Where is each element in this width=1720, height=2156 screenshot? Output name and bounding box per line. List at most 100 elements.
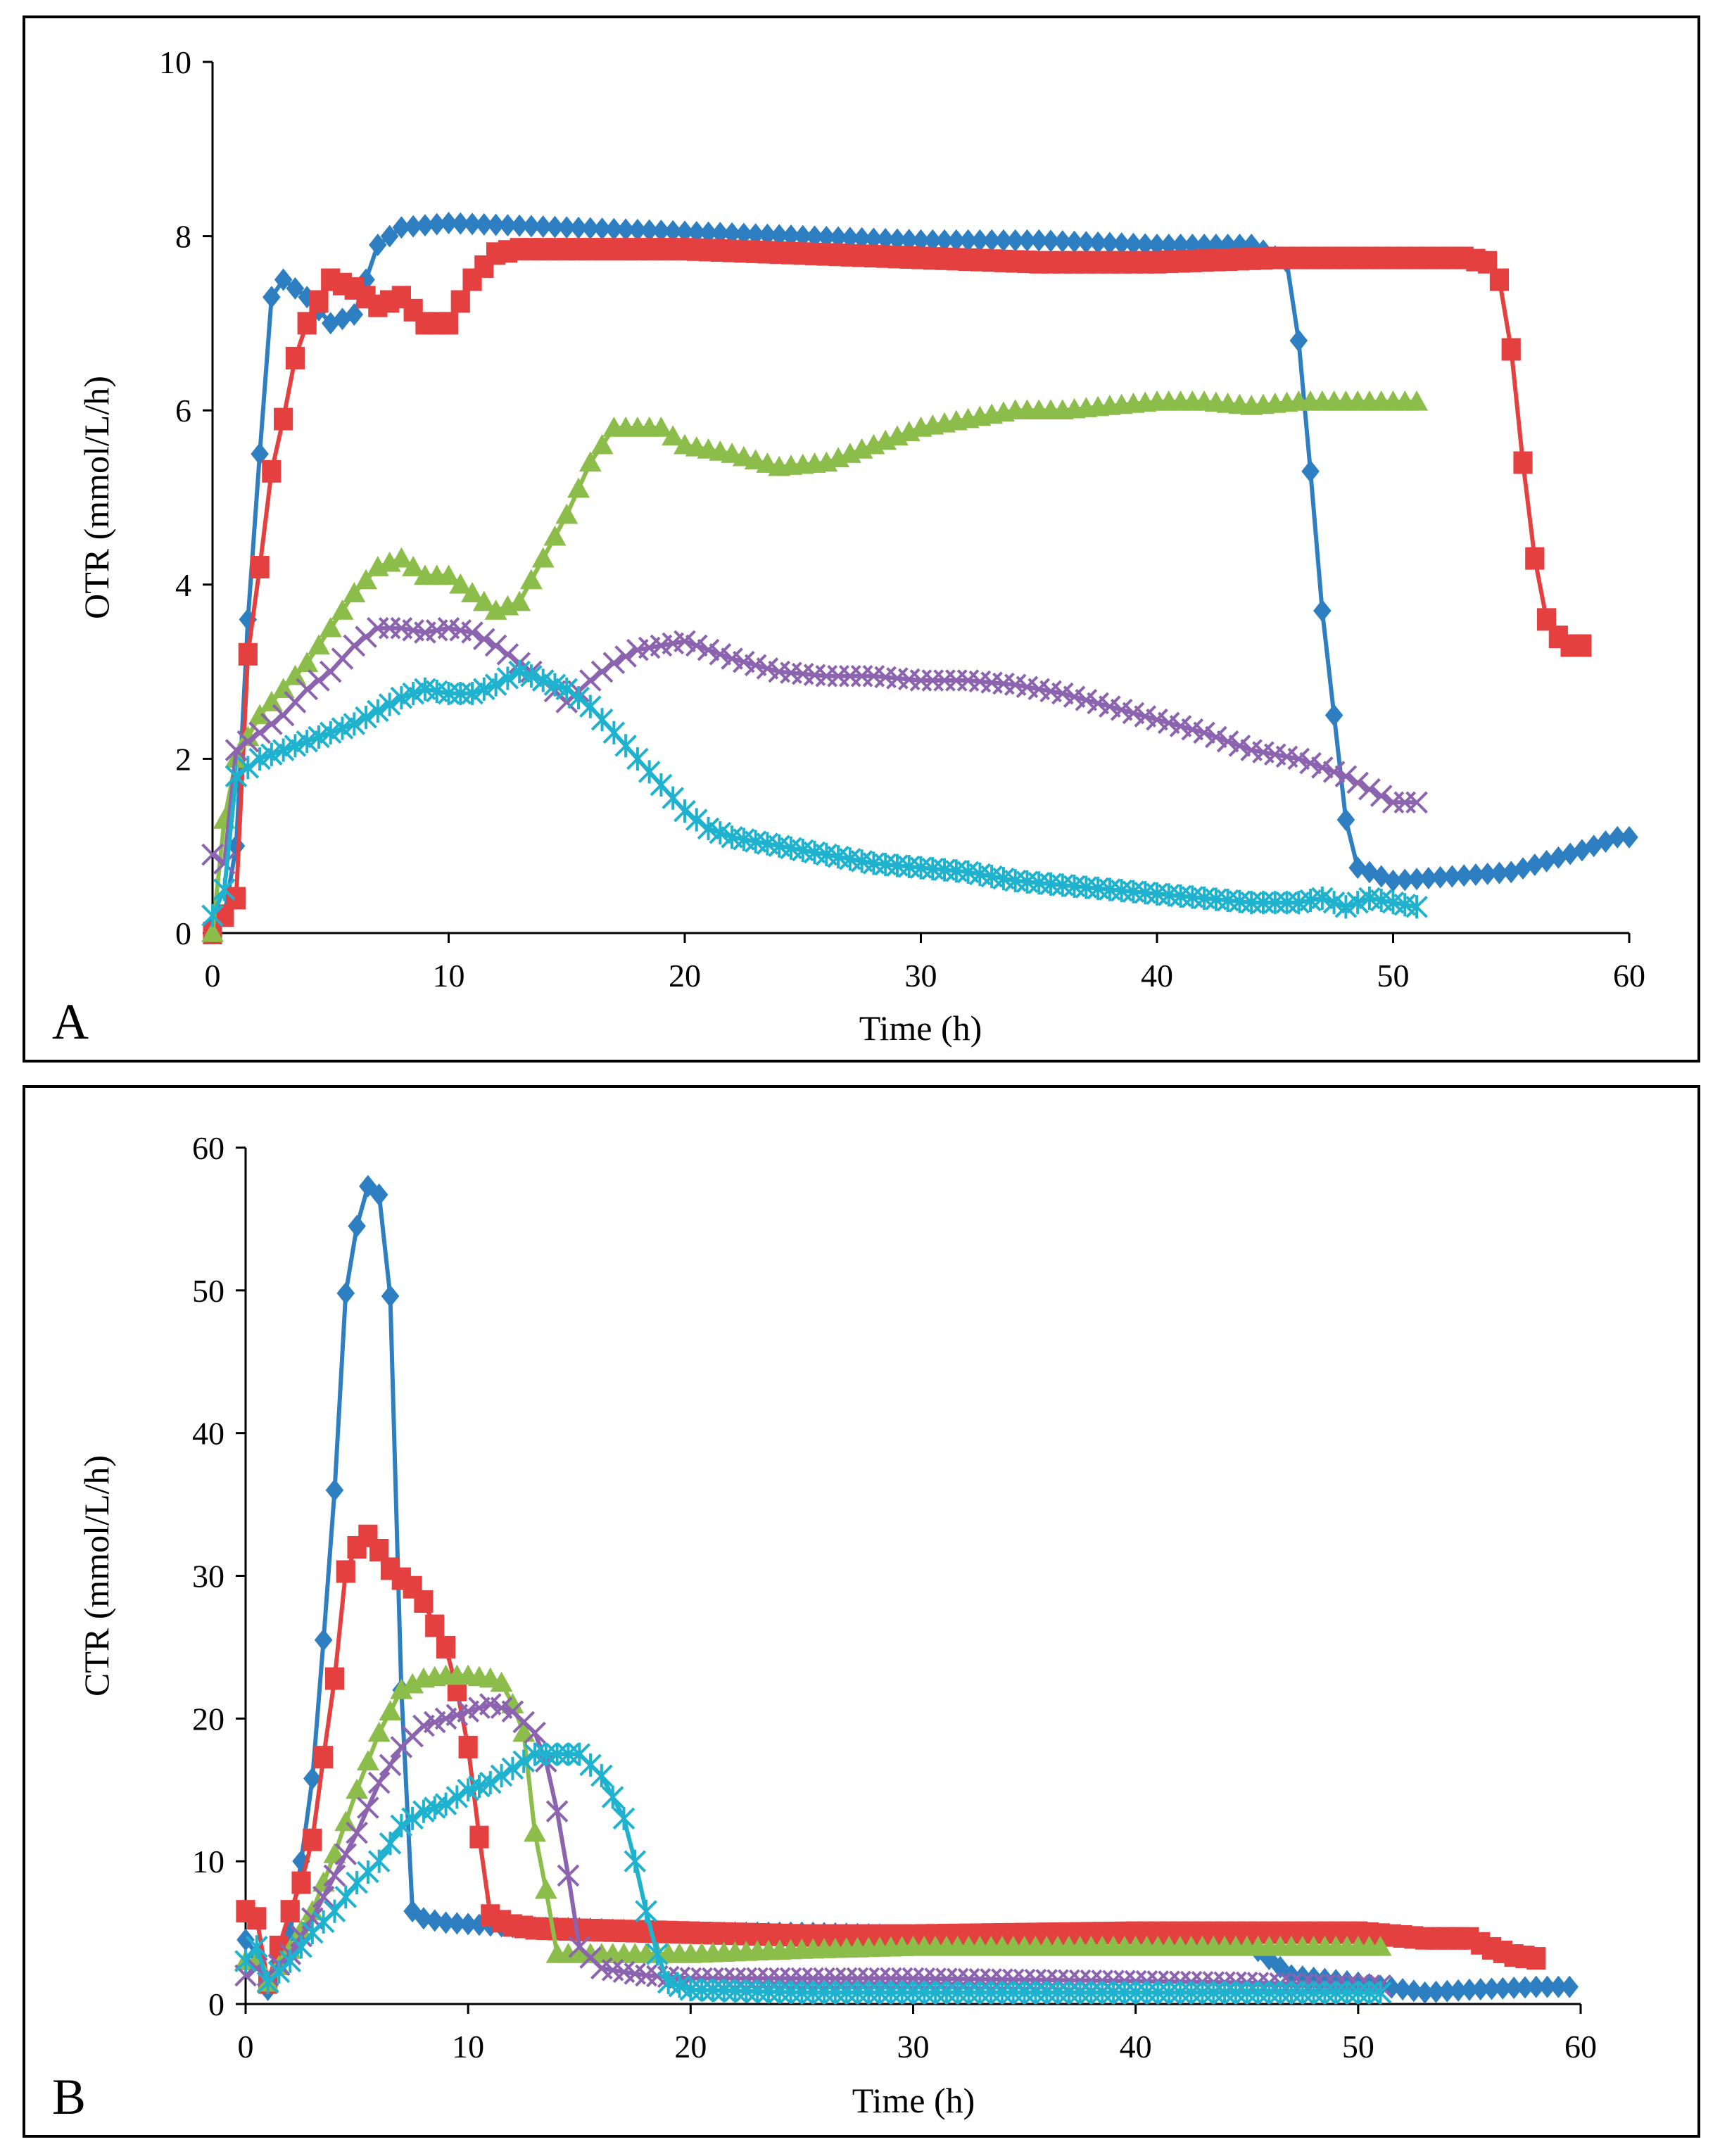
chart-b-series-5-point	[857, 1981, 880, 2005]
chart-b-series-1-point	[1538, 1975, 1557, 1998]
chart-a-series-3-point	[590, 433, 614, 455]
chart-a-series-1-point	[793, 224, 812, 248]
chart-b-series-5-point	[1258, 1981, 1281, 2005]
chart-a-series-1-point	[817, 225, 836, 248]
chart-a-series-1-point	[1526, 854, 1544, 877]
chart-a-series-1-point	[1136, 233, 1155, 256]
chart-a-series-1-point	[1490, 861, 1509, 884]
chart-a-series-5-point	[1334, 895, 1358, 919]
chart-a-series-1-point	[1455, 864, 1473, 887]
chart-b-series-3-point	[290, 1919, 313, 1940]
chart-b-series-2-point	[247, 1907, 267, 1930]
chart-b-series-4-point	[334, 1843, 358, 1865]
chart-a-series-4-point	[590, 660, 614, 683]
chart-b-series-5-point	[824, 1981, 847, 2005]
chart-a-series-3-point	[355, 569, 378, 590]
chart-a-series-3-point	[567, 477, 590, 498]
chart-b-series-5-point	[890, 1981, 913, 2005]
chart-b-series-5-point	[913, 1981, 936, 2005]
chart-b-series-5-point	[646, 1942, 669, 1966]
chart-b-series-2-point	[469, 1825, 489, 1849]
chart-a-series-5-point	[484, 673, 507, 697]
chart-a-series-1-point	[522, 215, 540, 238]
chart-b-series-5-point	[968, 1981, 992, 2005]
chart-a-series-1-point	[1608, 825, 1627, 849]
chart-b-series-3-point	[346, 1778, 369, 1799]
chart-a-series-1-point	[841, 227, 859, 250]
chart-a-series-1-point	[451, 212, 470, 235]
chart-b-series-5-point	[290, 1935, 312, 1959]
chart-b-series-2-point	[324, 1667, 345, 1690]
chart-a-series-3-point	[272, 678, 295, 699]
ctr-chart: 0 10 20 30 40 50 60 0 10 20 30 40 50 60 Time (h) CTR (m…	[52, 1130, 1597, 2125]
chart-a-series-5-point	[697, 816, 720, 840]
chart-a-series-4-point	[685, 634, 708, 657]
chart-b-x-tick-label: 50	[1342, 2029, 1374, 2065]
chart-a-series-5-point	[225, 764, 248, 788]
chart-b-series-5-point	[1068, 1981, 1092, 2005]
chart-a-series-2-point	[1513, 451, 1533, 474]
chart-b-series-1-point	[1271, 1955, 1289, 1979]
chart-a-series-4-point	[213, 852, 236, 875]
chart-b-x-tick-label: 20	[674, 2029, 707, 2065]
chart-b-series-1-point	[303, 1767, 322, 1790]
chart-a-series-4-point	[248, 721, 271, 744]
chart-a-series-1-point	[427, 213, 446, 236]
chart-a-series-3-point	[1405, 390, 1429, 411]
chart-b-series-5-point	[434, 1792, 457, 1816]
chart-a-series-4-point	[1216, 730, 1239, 753]
chart-a-series-2-point	[1572, 634, 1592, 657]
chart-b-series-5-point	[624, 1849, 647, 1873]
chart-a-x-tick-label: 40	[1141, 958, 1173, 994]
chart-a-series-5-point	[402, 681, 424, 706]
chart-a-series-5-point	[473, 677, 495, 701]
chart-b-series-5-point	[1058, 1981, 1080, 2005]
chart-b-series-1-point	[1549, 1975, 1568, 1998]
chart-b-series-3-point	[356, 1750, 379, 1770]
chart-a-series-5-point	[355, 706, 377, 730]
chart-a-series-5-point	[1346, 891, 1369, 915]
chart-b-series-5-point	[757, 1980, 780, 2004]
chart-b-x-tick-label: 60	[1564, 2029, 1597, 2065]
chart-a-series-1-point	[1478, 862, 1497, 885]
chart-a-series-4-point	[614, 645, 637, 668]
chart-b-series-5-point	[957, 1981, 980, 2005]
chart-a-series-1-point	[486, 213, 505, 236]
chart-b-x-tick-label: 40	[1120, 2029, 1152, 2065]
chart-b-series-5-point	[1280, 1981, 1303, 2005]
chart-a-series-2-line	[210, 247, 1582, 934]
chart-b-series-3-point	[524, 1821, 547, 1842]
chart-b-series-1-point	[1560, 1975, 1579, 1998]
chart-a-series-4-point	[201, 843, 224, 866]
chart-b-series-5-point	[1013, 1981, 1036, 2005]
chart-b-series-5-point	[768, 1980, 791, 2004]
chart-a-series-1-point	[652, 220, 671, 243]
chart-b-series-5-point	[379, 1832, 402, 1856]
chart-a-series-4-point	[1405, 791, 1428, 814]
chart-a-series-1-point	[935, 229, 954, 252]
chart-a-series-4-point	[1299, 752, 1322, 775]
chart-a-series-1-point	[1065, 230, 1084, 253]
chart-b-series-1	[236, 1174, 1579, 2004]
chart-b-series-5-point	[924, 1981, 947, 2005]
chart-b-series-5-point	[1347, 1981, 1370, 2005]
chart-b-series-5-point	[490, 1763, 513, 1788]
chart-b-series-5-point	[802, 1981, 825, 2005]
chart-b-series-5-point	[1035, 1981, 1058, 2005]
chart-a-series-3-point	[508, 590, 531, 611]
chart-a-series-5-point	[674, 799, 696, 823]
chart-a-series-5-point	[343, 712, 366, 736]
chart-b-series-5-point	[702, 1978, 724, 2003]
chart-a-series-3-point	[449, 573, 472, 594]
chart-a-series-3-point	[437, 564, 460, 585]
chart-a-series-1-point	[251, 443, 269, 466]
chart-a-series-2-point	[1525, 547, 1545, 570]
chart-a-series-1-point	[758, 223, 777, 246]
chart-b-series-5-point	[234, 1949, 257, 1973]
chart-b-series-5-point	[1302, 1981, 1325, 2005]
chart-b-panel-letter: B	[52, 2069, 86, 2125]
chart-b-series-1-point	[314, 1628, 333, 1651]
chart-b-series-5-point	[1213, 1981, 1236, 2005]
chart-a-series-4-point	[1228, 735, 1251, 757]
chart-a-series-1-point	[1467, 863, 1485, 887]
